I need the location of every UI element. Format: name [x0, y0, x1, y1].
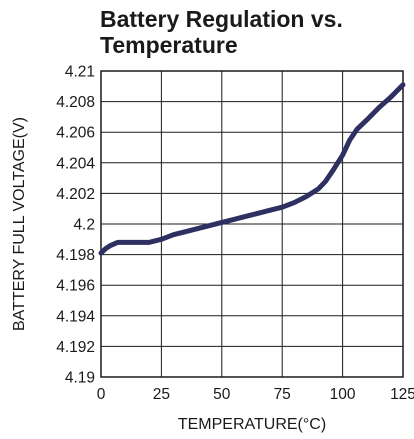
y-tick-label: 4.204: [56, 155, 95, 172]
y-axis-label: BATTERY FULL VOLTAGE(V): [11, 117, 28, 331]
y-tick-label: 4.2: [73, 217, 95, 234]
y-tick-label: 4.21: [65, 64, 95, 81]
y-tick-label: 4.202: [56, 186, 95, 203]
series-line: [98, 82, 406, 256]
x-tick-label: 0: [97, 386, 106, 403]
x-tick-label: 25: [153, 386, 170, 403]
x-tick-label: 50: [213, 386, 231, 403]
x-tick-labels: 0 25 50 75 100 125: [97, 386, 414, 403]
chart-title-line-1: Battery Regulation vs.: [100, 6, 343, 32]
y-tick-label: 4.208: [56, 94, 95, 111]
chart-title-line-2: Temperature: [100, 32, 238, 58]
x-tick-label: 100: [330, 386, 356, 403]
chart-title: Battery Regulation vs. Temperature: [100, 6, 410, 58]
y-tick-label: 4.19: [65, 370, 95, 387]
plot-frame: [100, 70, 404, 378]
y-tick-label: 4.206: [56, 125, 95, 142]
y-tick-label: 4.194: [56, 308, 95, 325]
x-axis-label: TEMPERATURE(°C): [178, 416, 326, 433]
y-tick-label: 4.192: [56, 339, 95, 356]
y-tick-labels: 4.21 4.208 4.206 4.204 4.202 4.2 4.198 4.196 4.1…: [56, 64, 95, 387]
y-tick-label: 4.198: [56, 247, 95, 264]
x-tick-label: 125: [390, 386, 414, 403]
x-tick-label: 75: [274, 386, 291, 403]
grid-lines: [100, 70, 404, 378]
y-tick-label: 4.196: [56, 278, 95, 295]
